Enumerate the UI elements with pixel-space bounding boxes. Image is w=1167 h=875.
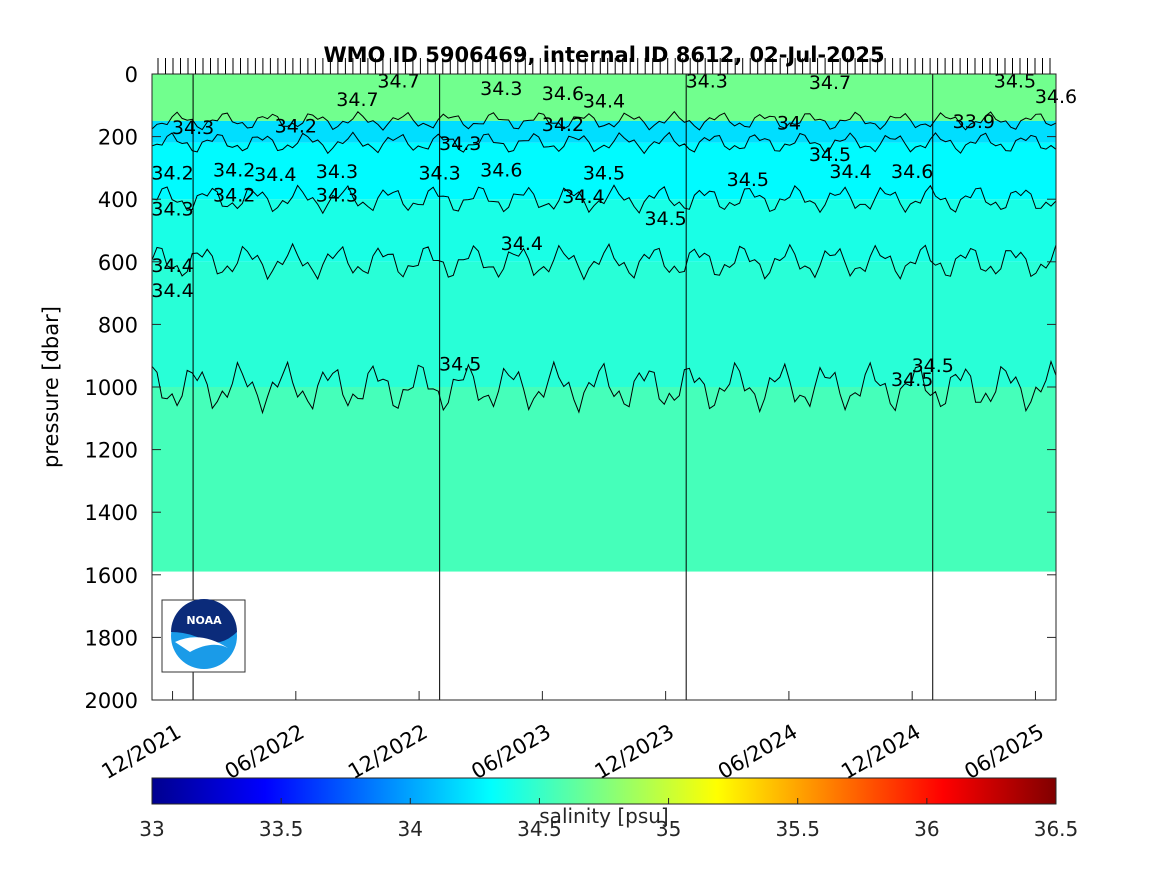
colorbar-tick-label: 33 [139,817,164,841]
contour-label: 34.5 [644,208,686,230]
year-lines [192,74,934,700]
contour-label: 34.3 [686,70,728,92]
x-axis: 12/2021 06/2022 12/2022 06/2023 12/2023 06/20… [97,691,1048,784]
colorbar-tick-label: 33.5 [259,817,304,841]
y-axis: 0 200 400 600 800 1000 1200 1400 1600 1800 2000 [85,63,1056,713]
contour-label: 34.5 [994,70,1036,92]
x-tick-label: 12/2022 [344,720,432,784]
colorbar-tick-label: 36 [914,817,939,841]
chart-title: WMO ID 5906469, internal ID 8612, 02-Jul… [323,43,884,67]
colorbar-tick-label: 36.5 [1034,817,1079,841]
x-tick-label: 06/2022 [221,720,309,784]
contour-label: 34.4 [254,164,296,186]
contour-label: 34.4 [151,280,193,302]
contour-label: 34.5 [809,144,851,166]
contour-label: 34.4 [829,161,871,183]
contour-label: 34.4 [151,255,193,277]
contour-line [152,110,1056,131]
contour-label: 34.3 [151,199,193,221]
y-tick-label: 1000 [85,376,138,400]
contour-label: 34.3 [480,78,522,100]
colorbar-tick-label: 34.5 [517,817,562,841]
contour-label: 34.2 [151,163,193,185]
colorbar: 33 33.5 34 34.5 35 35.5 36 36.5 salinity [psu] [139,777,1078,841]
contour-label: 34.6 [891,161,933,183]
colorbar-label: salinity [psu] [539,804,668,828]
colorbar-tick-label: 34 [398,817,423,841]
contour-label: 34.4 [562,186,604,208]
salinity-layer [152,387,1056,572]
contour-label: 34.3 [316,161,358,183]
colorbar-tick-label: 35.5 [775,817,820,841]
y-axis-label: pressure [dbar] [39,306,63,468]
contour-line [152,131,1056,155]
y-tick-label: 400 [98,188,138,212]
x-tick-label: 12/2021 [97,720,185,784]
x-tick-label: 06/2024 [714,720,802,784]
contour-label: 34.2 [542,114,584,136]
y-tick-label: 1400 [85,501,138,525]
y-tick-label: 1200 [85,439,138,463]
contour-lines [152,110,1056,700]
y-tick-label: 800 [98,313,138,337]
contour-label: 34.3 [316,185,358,207]
x-tick-label: 06/2023 [467,720,555,784]
contour-line [152,359,1056,415]
contour-label: 34.3 [439,133,481,155]
contour-label: 34.5 [727,169,769,191]
y-tick-label: 1600 [85,564,138,588]
plot-area [152,74,1056,700]
contour-labels: 34.734.7 34.3 34.634.434.3 34.7 34.534.634.2… [151,70,1077,391]
y-tick-label: 2000 [85,689,138,713]
y-tick-label: 600 [98,251,138,275]
y-tick-label: 0 [125,63,138,87]
salinity-layers [152,74,1056,572]
x-tick-label: 06/2025 [960,720,1048,784]
y-tick-label: 200 [98,126,138,150]
no-data-region [152,571,1056,700]
logo-text: NOAA [186,614,222,627]
contour-label: 34.5 [891,369,933,391]
noaa-logo: NOAA [161,599,246,673]
contour-label: 34.5 [439,354,481,376]
salinity-layer [152,120,1056,143]
contour-label: 34.7 [336,89,378,111]
colorbar-gradient [151,777,1057,805]
contour-label: 34.4 [583,91,625,113]
y-tick-label: 1800 [85,626,138,650]
contour-label: 34.7 [377,70,419,92]
contour-label: 34.5 [583,163,625,185]
contour-label: 34.6 [480,159,522,181]
x-tick-label: 12/2024 [837,720,925,784]
contour-label: 34.5 [912,355,954,377]
contour-label: 34.2 [213,159,255,181]
contour-label: 34.4 [501,233,543,255]
colorbar-tick-label: 35 [656,817,681,841]
salinity-layer [152,199,1056,262]
salinity-layer [152,261,1056,387]
colorbar-ticks: 33 33.5 34 34.5 35 35.5 36 36.5 [139,798,1078,841]
contour-label: 34.2 [275,116,317,138]
x-tick-label: 12/2023 [591,720,679,784]
contour-label: 34.3 [172,117,214,139]
contour-label: 34.6 [542,83,584,105]
contour-label: 34 [777,113,801,135]
contour-line [152,184,1056,215]
contour-label: 34.7 [809,72,851,94]
contour-line [152,242,1056,281]
contour-label: 34.2 [213,185,255,207]
profile-ticks [157,58,1051,74]
contour-label: 33.9 [953,111,995,133]
contour-label: 34.3 [418,163,460,185]
salinity-layer [152,142,1056,200]
